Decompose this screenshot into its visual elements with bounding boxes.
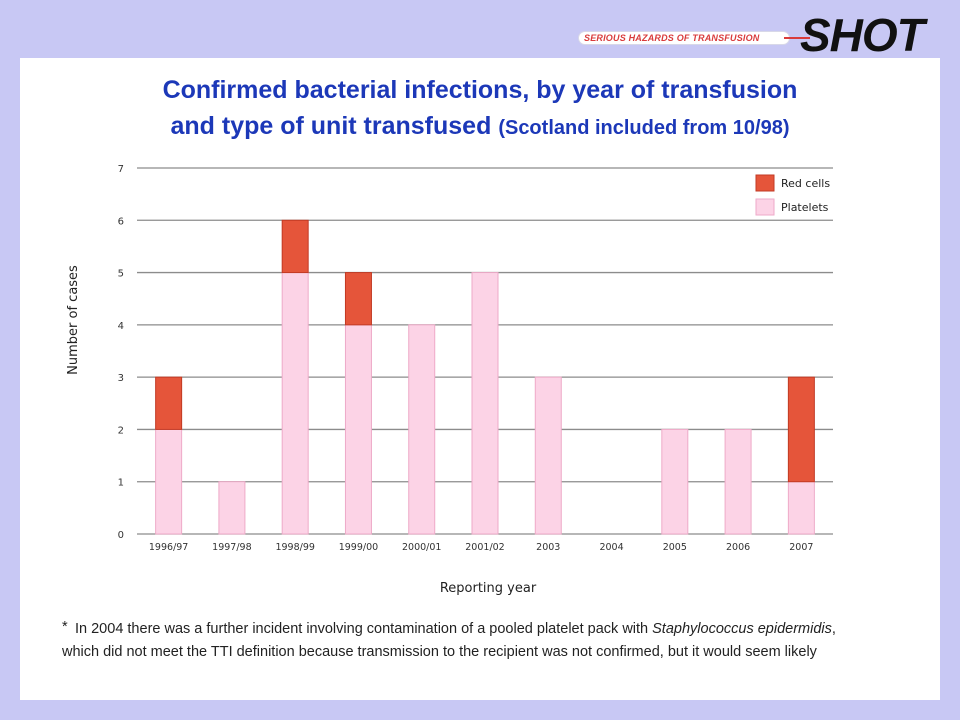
bar-platelets [724, 428, 752, 535]
y-tick-label: 2 [118, 425, 124, 436]
legend-label: Platelets [781, 201, 829, 214]
legend-swatch [755, 174, 775, 192]
x-tick-label: 2005 [663, 542, 687, 553]
x-tick-label: 1997/98 [212, 542, 251, 553]
y-axis-label: Number of cases [66, 265, 81, 375]
x-tick-label: 1998/99 [275, 542, 314, 553]
y-tick-label: 1 [118, 478, 124, 489]
legend: Red cells Platelets [755, 174, 830, 216]
bar-platelets [471, 272, 499, 535]
title-main: and type of unit transfused [170, 112, 492, 140]
bar-red-cells [281, 219, 309, 274]
x-axis-label: Reporting year [440, 581, 537, 596]
bar-red-cells [344, 272, 372, 326]
legend-swatch [755, 198, 775, 216]
y-tick-label: 4 [118, 321, 124, 332]
x-tick-label: 2007 [789, 542, 813, 553]
x-tick-label: 2004 [599, 542, 623, 553]
y-tick-labels: 0 1 2 3 4 5 6 7 [118, 164, 124, 541]
x-tick-label: 1996/97 [149, 542, 188, 553]
bar-red-cells [787, 376, 815, 483]
y-tick-label: 7 [118, 164, 124, 175]
x-tick-label: 2001/02 [465, 542, 504, 553]
y-tick-label: 6 [118, 216, 124, 227]
bar-platelets [661, 428, 689, 535]
slide-title: Confirmed bacterial infections, by year … [50, 72, 910, 146]
bar-platelets [787, 481, 815, 535]
x-tick-label: 1999/00 [339, 542, 378, 553]
bar-platelets [155, 428, 183, 535]
bar-platelets [218, 481, 246, 535]
footnote-line-2: which did not meet the TTI definition be… [62, 644, 817, 660]
title-qualifier: (Scotland included from 10/98) [498, 117, 790, 139]
footnote: * In 2004 there was a further incident i… [62, 618, 902, 664]
bar-platelets [281, 272, 309, 535]
x-tick-label: 2006 [726, 542, 750, 553]
y-tick-label: 5 [118, 269, 124, 280]
footnote-organism: Staphylococcus epidermidis [652, 621, 832, 637]
bar-platelets [344, 324, 372, 535]
bars [155, 219, 815, 535]
y-tick-label: 3 [118, 373, 124, 384]
y-tick-label: 0 [118, 530, 124, 541]
bar-platelets [534, 376, 562, 535]
title-line1: Confirmed bacterial infections, by year … [162, 76, 798, 104]
bar-platelets [408, 324, 436, 535]
x-tick-labels: 1996/97 1997/98 1998/99 1999/00 2000/01 2001/… [149, 542, 814, 553]
shot-logo: SHOT [800, 9, 925, 61]
title-line2: and type of unit transfused (Scotland in… [50, 108, 910, 146]
brand-line [784, 37, 810, 39]
legend-label: Red cells [781, 177, 830, 190]
footnote-star: * [62, 619, 68, 635]
shot-brand: SERIOUS HAZARDS OF TRANSFUSION SHOT [578, 9, 948, 61]
footnote-text-before: In 2004 there was a further incident inv… [75, 621, 653, 637]
footnote-line-1: In 2004 there was a further incident inv… [62, 618, 902, 641]
bar-red-cells [155, 376, 183, 430]
footnote-text-after: , [831, 621, 836, 637]
x-tick-label: 2000/01 [402, 542, 441, 553]
x-tick-label: 2003 [536, 542, 560, 553]
